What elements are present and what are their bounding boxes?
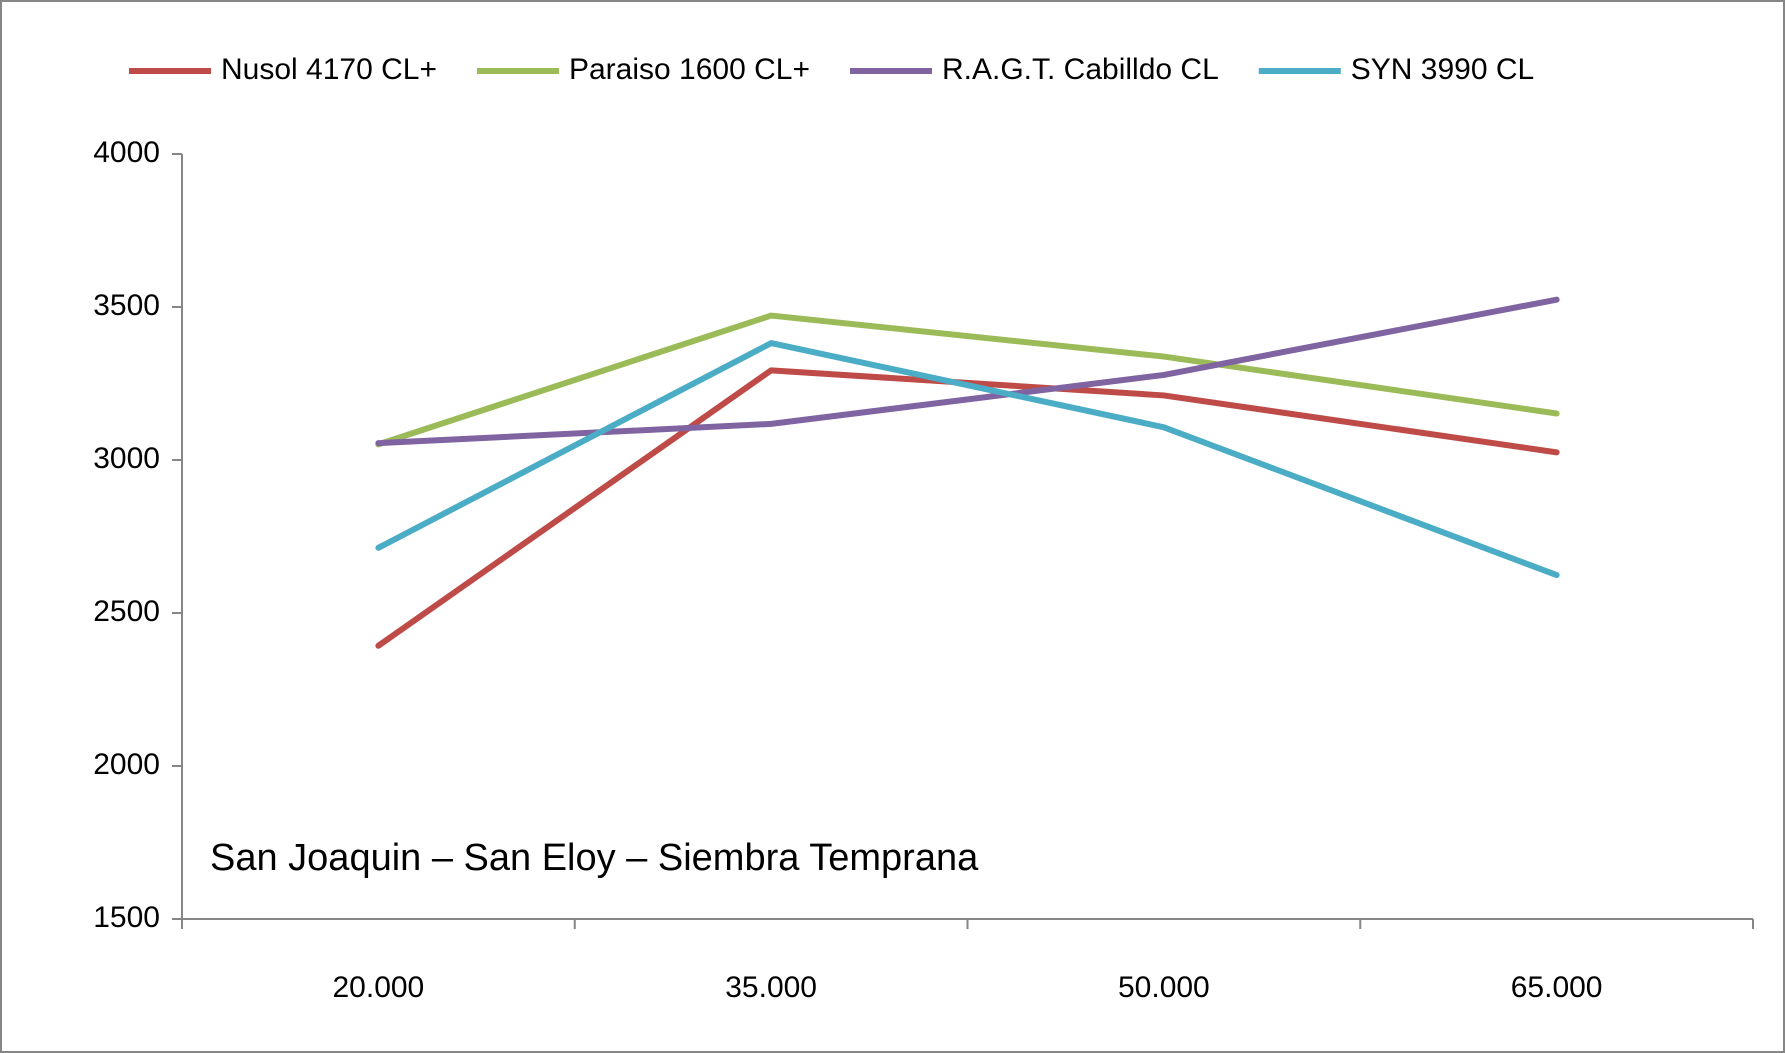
x-tick-label: 35.000 (725, 971, 817, 1004)
legend-label: R.A.G.T. Cabilldo CL (942, 53, 1219, 86)
series-line (375, 312, 1560, 448)
series-line (375, 340, 1560, 579)
legend-label: SYN 3990 CL (1351, 53, 1534, 86)
legend-label: Nusol 4170 CL+ (221, 53, 437, 86)
x-tick-label: 50.000 (1118, 971, 1210, 1004)
x-tick-label: 20.000 (332, 971, 424, 1004)
series-line (375, 296, 1560, 447)
y-tick-label: 1500 (93, 901, 160, 934)
y-tick-label: 2500 (93, 595, 160, 628)
y-tick-label: 2000 (93, 748, 160, 781)
y-tick-label: 4000 (93, 136, 160, 169)
annotation: San Joaquin – San Eloy – Siembra Tempran… (210, 837, 979, 879)
x-tick-label: 65.000 (1511, 971, 1603, 1004)
y-tick-label: 3000 (93, 442, 160, 475)
legend-label: Paraiso 1600 CL+ (569, 53, 810, 86)
y-tick-label: 3500 (93, 289, 160, 322)
